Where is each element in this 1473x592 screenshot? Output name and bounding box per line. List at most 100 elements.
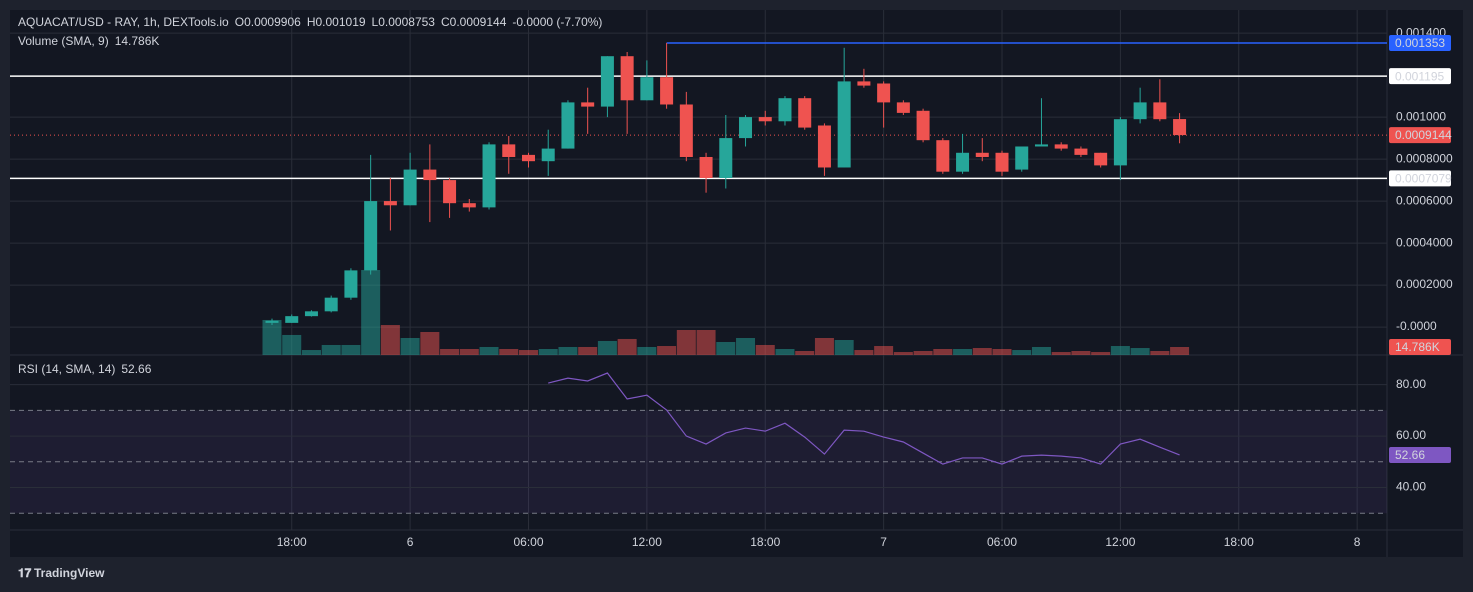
price-line-label-bg [1389, 34, 1451, 51]
candle-body [679, 104, 693, 157]
volume-bar [597, 340, 617, 355]
volume-bar [1051, 352, 1071, 355]
volume-bar [262, 319, 282, 355]
volume-bar [578, 346, 598, 355]
candle-body [620, 56, 634, 101]
y-tick-label: 0.0006000 [1396, 193, 1453, 207]
volume-bar [361, 270, 381, 355]
volume-bar [1012, 350, 1032, 355]
candle-body [443, 180, 457, 204]
candle-body [285, 316, 299, 323]
candle-body [758, 117, 772, 122]
volume-bar [953, 348, 973, 355]
candle-body [1094, 152, 1108, 166]
volume-bar [972, 348, 992, 355]
y-tick-label: 60.00 [1396, 428, 1426, 442]
candle-body [304, 311, 318, 317]
x-tick-label: 7 [880, 535, 887, 549]
x-tick-label: 8 [1354, 535, 1361, 549]
x-tick-label: 06:00 [513, 535, 543, 549]
rsi-legend-value: 52.66 [121, 362, 151, 376]
candle-body [1153, 102, 1167, 120]
candle-body [462, 203, 476, 208]
candle-body [778, 98, 792, 122]
ohlc-value: -0.0000 (-7.70%) [512, 15, 602, 29]
last-price-label: 0.0009144 [1395, 128, 1452, 142]
candle-body [877, 83, 891, 103]
volume-bar [380, 325, 400, 355]
candle-body [1034, 144, 1048, 147]
price-line-label: 0.001353 [1395, 36, 1445, 50]
ohlc-value: 0.0009906 [244, 15, 301, 29]
candle-body [699, 156, 713, 178]
candle-body [936, 140, 950, 172]
volume-bar [696, 329, 716, 355]
volume-bar [736, 338, 756, 355]
volume-bar [282, 334, 302, 355]
candle-body [896, 102, 910, 113]
x-tick-label: 6 [407, 535, 414, 549]
y-tick-label: 40.00 [1396, 480, 1426, 494]
volume-bar [1170, 346, 1190, 355]
candle-body [837, 81, 851, 168]
candle-body [324, 297, 338, 312]
candle-body [502, 144, 516, 157]
x-tick-label: 12:00 [632, 535, 662, 549]
x-tick-label: 06:00 [987, 535, 1017, 549]
candle-body [403, 169, 417, 206]
candle-body [798, 98, 812, 128]
candle-body [975, 152, 989, 157]
volume-bar [617, 338, 637, 355]
volume-bar [1071, 350, 1091, 355]
candle-body [956, 152, 970, 172]
candle-body [916, 110, 930, 141]
candle-body [857, 81, 871, 86]
volume-legend: Volume (SMA, 9) [18, 34, 109, 48]
candle-body [344, 270, 358, 298]
y-tick-label: -0.0000 [1396, 319, 1437, 333]
volume-bar [992, 348, 1012, 355]
y-tick-label: 0.0002000 [1396, 277, 1453, 291]
ohlc-label: H [307, 15, 316, 29]
volume-bar [913, 350, 933, 355]
y-tick-label: 80.00 [1396, 377, 1426, 391]
candle-body [482, 144, 496, 208]
volume-bar [479, 346, 499, 355]
ohlc-value: 0.0009144 [450, 15, 507, 29]
volume-bar [874, 346, 894, 355]
volume-bar [499, 348, 519, 355]
volume-bar [1031, 346, 1051, 355]
candle-body [1113, 119, 1127, 166]
volume-bar [341, 344, 361, 355]
brand-logo: 𝟏𝟕 [18, 566, 32, 580]
volume-bar [538, 348, 558, 355]
candle-body [1054, 144, 1068, 149]
volume-bar [1130, 348, 1150, 355]
y-tick-label: 0.0008000 [1396, 151, 1453, 165]
candle-body [383, 201, 397, 206]
rsi-line [548, 372, 1180, 465]
volume-bar [775, 348, 795, 355]
volume-legend-value: 14.786K [115, 34, 160, 48]
volume-bar [814, 338, 834, 355]
ohlc-value: 0.001019 [315, 15, 365, 29]
ohlc-label: L [372, 15, 379, 29]
y-tick-label: 0.001000 [1396, 109, 1446, 123]
candle-body [640, 77, 654, 101]
candle-body [817, 125, 831, 168]
volume-bar [893, 352, 913, 355]
volume-bar [420, 331, 440, 355]
brand: TradingView [34, 566, 105, 580]
ohlc-value: 0.0008753 [378, 15, 435, 29]
x-tick-label: 18:00 [750, 535, 780, 549]
rsi-legend: RSI (14, SMA, 14) [18, 362, 115, 376]
price-line-label-bg [1389, 68, 1451, 85]
ohlc-label: C [441, 15, 450, 29]
chart-title: AQUACAT/USD - RAY, 1h, DEXTools.io [18, 15, 229, 29]
candle-body [423, 169, 437, 181]
volume-last-label: 14.786K [1395, 340, 1440, 354]
x-tick-label: 18:00 [277, 535, 307, 549]
rsi-last-label-bg [1389, 446, 1451, 463]
volume-bar [834, 340, 854, 355]
